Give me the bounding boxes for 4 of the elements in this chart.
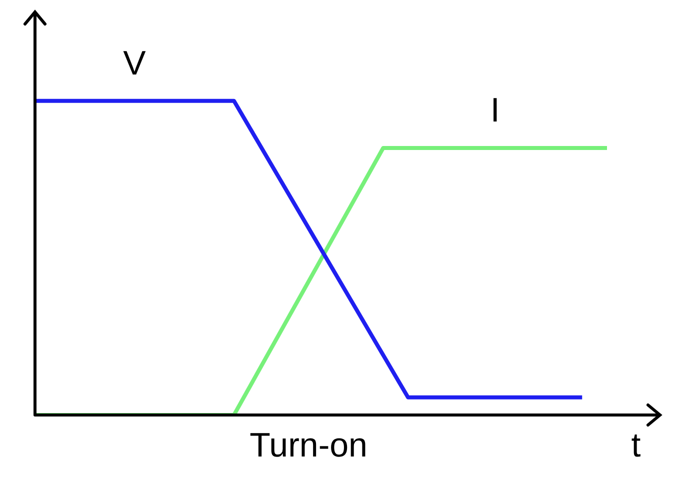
text: Turn-on [250,426,368,464]
x-axis-title: t [631,426,642,464]
series-label: I [490,91,500,130]
series-label: V [123,44,146,82]
